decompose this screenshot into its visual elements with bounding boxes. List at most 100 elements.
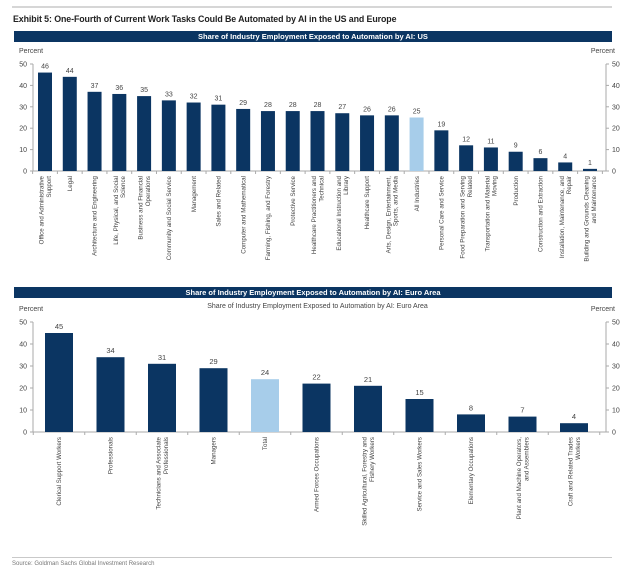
category-label-line: Plant and Machine Operators, [516,437,523,519]
euro-bar-chart: Percent Percent 0 0 10 10 20 20 30 30 40 40 50 50 45 Cl… [19,306,620,526]
category-label-line: Food Preparation and Serving [460,175,467,258]
y-tick-label-right: 10 [612,147,620,154]
bar-15 [409,117,424,171]
bar-1 [96,357,125,432]
category-label-4: Total [262,437,269,450]
bar-11 [310,111,325,171]
category-label-6: Skilled Agricultural, Forestry and Fisher… [362,436,376,525]
category-label-line: Personal Care and Service [439,175,446,250]
data-label-18: 11 [487,138,494,145]
bar-14 [384,115,399,171]
bar-16 [434,130,449,171]
category-label-7: Service and Sales Workers [417,437,424,512]
category-label-line: Production [513,175,520,205]
euro-chart-banner: Share of Industry Employment Exposed to … [14,287,612,298]
category-label-line: and Maintenance [591,175,598,223]
category-label-22: Building and Grounds Cleaning and Mainten… [584,175,598,261]
category-label-19: Production [513,175,520,205]
category-label-line: Skilled Agricultural, Forestry and [362,436,369,525]
category-label-8: Computer and Mathematical [240,176,247,254]
data-label-11: 28 [314,102,322,109]
data-label-20: 6 [539,149,543,156]
data-label-1: 34 [106,346,114,355]
category-label-line: Legal [67,176,74,191]
category-label-line: Repair [566,176,573,194]
category-label-line: Computer and Mathematical [240,176,247,254]
bar-6 [186,102,201,171]
bar-3 [112,93,127,171]
category-label-line: Fishery Workers [369,437,376,482]
exhibit-title: Exhibit 5: One-Fourth of Current Work Ta… [13,14,397,25]
category-label-6: Management [191,176,198,212]
category-label-line: and Assemblers [523,437,530,481]
y-tick-label-right: 10 [612,408,620,415]
y-axis-left-title: Percent [19,306,43,313]
bar-9 [260,111,275,171]
category-label-10: Protective Service [290,175,297,225]
y-tick-label-left: 50 [19,62,27,69]
category-label-line: Total [262,437,269,450]
category-label-17: Food Preparation and Serving Related [460,175,474,258]
category-label-line: All Industries [414,176,421,211]
category-label-line: Science [120,175,127,198]
category-label-5: Armed Forces Occupations [314,437,321,512]
y-tick-label-left: 10 [19,408,27,415]
data-label-2: 37 [91,83,99,90]
bar-9 [508,416,537,432]
category-label-line: Moving [492,175,499,196]
category-label-line: Educational Instruction and [336,175,343,250]
data-label-19: 9 [514,143,518,150]
category-label-line: Transportation and Material [484,176,491,251]
bar-22 [583,168,597,171]
y-tick-label-left: 0 [23,430,27,437]
bar-0 [45,333,73,432]
data-label-12: 27 [338,104,346,111]
category-label-line: Support [46,176,53,198]
bar-10 [285,111,300,171]
data-label-3: 29 [209,357,217,366]
category-label-7: Sales and Related [216,175,223,226]
data-label-15: 25 [413,109,421,116]
category-label-11: Healthcare Practitioners and Technical [311,175,325,254]
category-label-0: Office and Administrative Support [39,175,53,244]
data-label-9: 7 [520,406,524,415]
category-label-5: Community and Social Service [166,175,173,260]
y-tick-label-left: 10 [19,147,27,154]
y-tick-label-left: 30 [19,364,27,371]
bar-6 [354,385,382,432]
data-label-16: 19 [437,121,445,128]
bar-5 [161,100,176,171]
category-label-line: Community and Social Service [166,175,173,260]
bar-20 [533,158,548,171]
category-label-line: Library [343,175,350,195]
bar-4 [137,96,152,171]
data-label-5: 22 [312,373,320,382]
category-label-14: Arts, Design, Entertainment, Sports, and … [385,175,399,253]
category-label-line: Sales and Related [216,175,223,226]
category-label-4: Business and Financial Operations [138,176,152,240]
data-label-8: 8 [469,403,473,412]
bar-7 [405,399,434,432]
data-label-0: 45 [55,322,63,331]
category-label-13: Healthcare Support [364,176,371,230]
bar-10 [560,423,588,432]
data-label-0: 46 [41,64,49,71]
top-rule [12,6,612,8]
bar-5 [302,383,331,432]
y-tick-label-left: 20 [19,386,27,393]
data-label-21: 4 [563,153,567,160]
category-label-3: Managers [211,437,218,465]
category-label-2: Architecture and Engineering [92,175,99,255]
bar-18 [483,147,498,171]
category-label-9: Plant and Machine Operators, and Assemble… [516,437,530,519]
data-label-4: 24 [261,368,269,377]
category-label-line: Business and Financial [138,176,145,240]
category-label-line: Armed Forces Occupations [314,437,321,512]
category-label-16: Personal Care and Service [439,175,446,250]
y-tick-label-right: 30 [612,104,620,111]
data-label-8: 29 [239,100,247,107]
y-axis-left-title: Percent [19,48,43,55]
bar-2 [87,91,102,171]
data-label-17: 12 [462,136,470,143]
